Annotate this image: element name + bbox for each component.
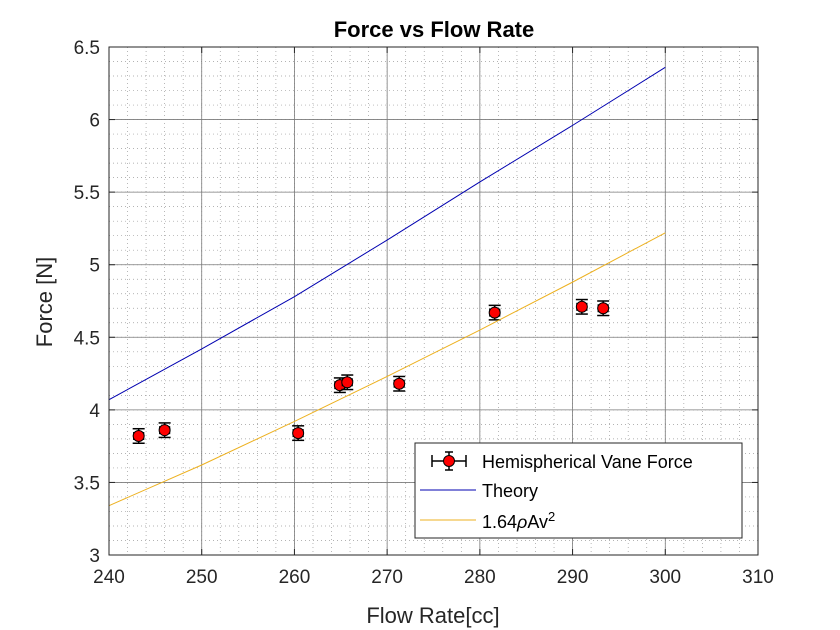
data-point [132,427,145,444]
data-point [393,375,406,392]
series-line [108,232,666,507]
data-marker [575,300,588,313]
y-tick-label: 4 [89,401,100,422]
y-tick-label: 6 [89,111,100,132]
legend-label-theory: Theory [482,481,538,501]
data-marker [341,376,354,389]
x-tick-label: 290 [557,567,589,588]
data-marker [132,429,145,442]
data-marker [393,377,406,390]
chart-title: Force vs Flow Rate [334,17,535,42]
data-point [292,425,305,442]
data-marker [158,424,171,437]
x-tick-label: 300 [649,567,681,588]
data-marker [597,302,610,315]
axes-box [108,46,759,556]
legend-marker-errorbar [431,451,467,471]
data-point [597,300,610,317]
y-tick-label: 5 [89,256,100,277]
x-tick-label: 250 [186,567,218,588]
y-axis-label: Force [N] [32,257,57,347]
data-marker [488,306,501,319]
legend: Hemispherical Vane Force Theory 1.64ρAv2 [414,442,743,539]
y-tick-label: 6.5 [74,38,100,59]
legend-label-vane-force: Hemispherical Vane Force [482,452,693,472]
x-tick-label: 280 [464,567,496,588]
x-axis-label: Flow Rate[cc] [366,603,499,628]
y-tick-label: 3 [89,546,100,567]
x-tick-label: 240 [93,567,125,588]
data-point [575,298,588,315]
series-line [108,66,666,401]
x-tick-label: 270 [371,567,403,588]
y-tick-label: 5.5 [74,183,100,204]
data-point [341,374,354,391]
y-tick-label: 4.5 [74,328,100,349]
data-marker [292,427,305,440]
x-tick-label: 260 [279,567,311,588]
y-tick-label: 3.5 [74,473,100,494]
data-point [158,422,171,439]
legend-label-empirical: 1.64ρAv2 [482,509,555,533]
x-tick-label: 310 [742,567,774,588]
data-point [488,304,501,321]
